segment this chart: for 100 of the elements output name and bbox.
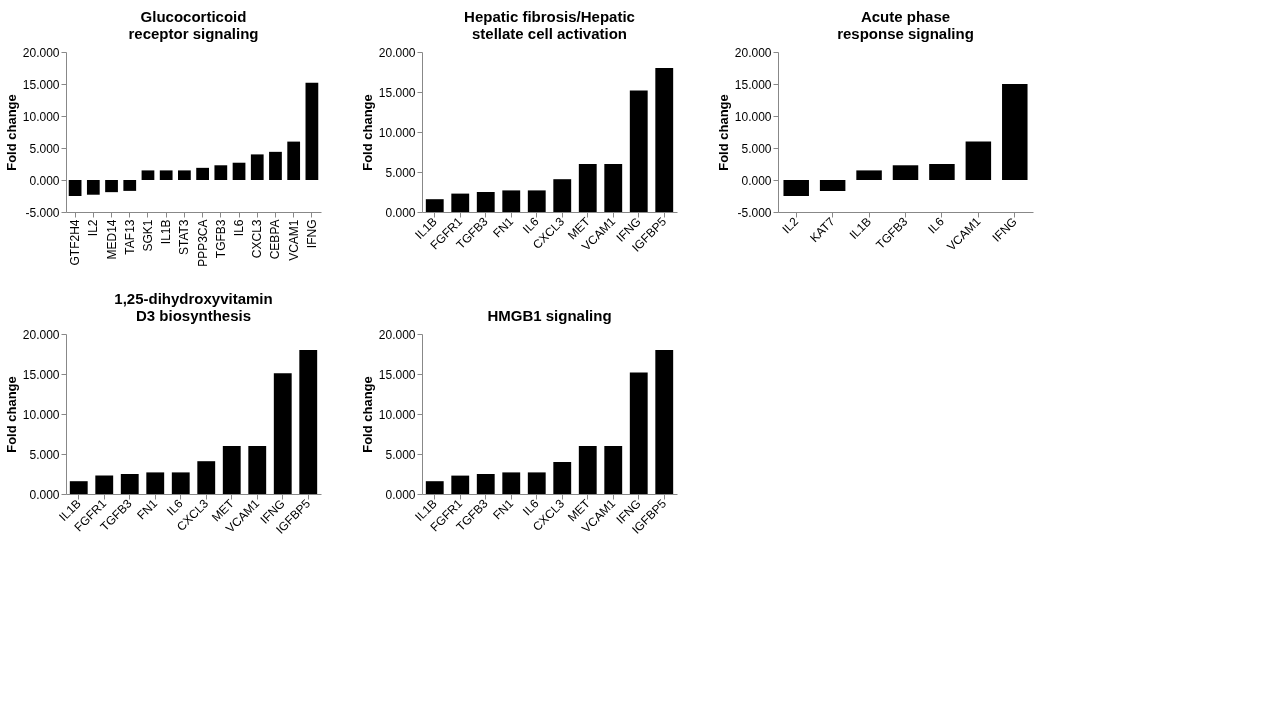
chart-title: 1,25-dihydroxyvitamin D3 biosynthesis bbox=[114, 290, 273, 324]
x-tick-label: TAF13 bbox=[122, 219, 137, 255]
bar bbox=[856, 170, 882, 180]
bar bbox=[965, 141, 992, 180]
bar bbox=[273, 373, 292, 494]
bar bbox=[553, 462, 572, 494]
y-tick-label: 10.000 bbox=[22, 407, 60, 422]
bar bbox=[553, 179, 572, 212]
bar bbox=[476, 474, 495, 494]
y-tick-label: -5.000 bbox=[737, 205, 772, 220]
y-tick-label: 5.000 bbox=[385, 447, 416, 462]
y-tick-label: 0.000 bbox=[29, 173, 60, 188]
bar bbox=[197, 461, 216, 494]
x-tick-label: IL6 bbox=[232, 219, 247, 237]
bar bbox=[299, 350, 318, 494]
y-tick-label: 20.000 bbox=[378, 45, 416, 60]
y-tick-label: 20.000 bbox=[22, 327, 60, 342]
bar bbox=[502, 472, 521, 494]
bar bbox=[819, 180, 846, 191]
x-tick-label: VCAM1 bbox=[286, 219, 301, 261]
bar bbox=[159, 170, 173, 180]
x-tick-label: CXCL3 bbox=[250, 219, 265, 259]
y-tick-label: 15.000 bbox=[22, 367, 60, 382]
y-tick-label: 10.000 bbox=[22, 109, 60, 124]
bar bbox=[120, 474, 139, 494]
y-tick-label: 5.000 bbox=[385, 165, 416, 180]
bar bbox=[451, 193, 470, 212]
bar bbox=[287, 141, 301, 180]
y-tick-label: 10.000 bbox=[378, 407, 416, 422]
x-tick-label: TGFB3 bbox=[213, 219, 228, 259]
y-tick-label: 10.000 bbox=[734, 109, 772, 124]
x-tick-label: GTF2H4 bbox=[68, 219, 83, 266]
y-axis-title: Fold change bbox=[359, 94, 375, 171]
y-tick-label: 20.000 bbox=[378, 327, 416, 342]
bar bbox=[222, 446, 241, 494]
y-tick-label: 0.000 bbox=[385, 487, 416, 502]
x-tick-label: SGK1 bbox=[140, 219, 155, 252]
y-tick-label: 15.000 bbox=[22, 77, 60, 92]
y-tick-label: 0.000 bbox=[29, 487, 60, 502]
x-tick-label: IFNG bbox=[304, 219, 319, 249]
bar bbox=[578, 164, 597, 212]
bar bbox=[123, 180, 137, 191]
x-tick-label: FN1 bbox=[134, 496, 161, 523]
bar bbox=[425, 199, 444, 212]
bar bbox=[783, 180, 809, 196]
y-axis-title: Fold change bbox=[3, 94, 19, 171]
y-tick-label: 0.000 bbox=[385, 205, 416, 220]
bar bbox=[629, 372, 648, 494]
y-tick-label: 10.000 bbox=[378, 125, 416, 140]
y-tick-label: 15.000 bbox=[378, 367, 416, 382]
bar bbox=[527, 190, 546, 212]
bar bbox=[425, 481, 444, 494]
x-tick-label: IL6 bbox=[925, 214, 948, 237]
bar bbox=[655, 350, 674, 494]
y-tick-label: 20.000 bbox=[734, 45, 772, 60]
bar bbox=[578, 446, 597, 494]
bar bbox=[629, 90, 648, 212]
bar bbox=[451, 475, 470, 494]
x-tick-label: MED14 bbox=[104, 219, 119, 260]
x-tick-label: IL2 bbox=[86, 219, 101, 237]
bar bbox=[476, 192, 495, 212]
x-tick-label: FN1 bbox=[490, 496, 517, 523]
x-tick-label: PPP3CA bbox=[195, 219, 210, 267]
y-tick-label: 5.000 bbox=[29, 447, 60, 462]
bar bbox=[95, 475, 114, 494]
bar bbox=[527, 472, 546, 494]
chart-title: Glucocorticoid receptor signaling bbox=[128, 8, 259, 42]
bar bbox=[305, 82, 319, 180]
x-tick-label: IL1B bbox=[159, 219, 174, 245]
bar bbox=[105, 180, 118, 193]
chart-title: Hepatic fibrosis/Hepatic stellate cell activation bbox=[464, 8, 635, 42]
bar bbox=[214, 165, 228, 180]
bar bbox=[929, 164, 955, 180]
y-tick-label: -5.000 bbox=[25, 205, 60, 220]
x-tick-label: FN1 bbox=[490, 214, 517, 241]
chart-title: Acute phase response signaling bbox=[837, 8, 974, 42]
bar bbox=[141, 170, 155, 180]
bar bbox=[68, 180, 82, 196]
bar bbox=[196, 167, 209, 180]
y-tick-label: 20.000 bbox=[22, 45, 60, 60]
bar bbox=[655, 68, 674, 212]
bar bbox=[604, 164, 623, 212]
bar bbox=[86, 180, 100, 195]
y-tick-label: 15.000 bbox=[734, 77, 772, 92]
x-tick-label: IL2 bbox=[779, 214, 802, 237]
x-tick-label: STAT3 bbox=[177, 219, 192, 256]
bar bbox=[269, 151, 282, 180]
bar bbox=[178, 170, 191, 180]
chart-title: HMGB1 signaling bbox=[487, 307, 612, 324]
y-axis-title: Fold change bbox=[359, 376, 375, 453]
bar bbox=[171, 472, 190, 494]
y-axis-title: Fold change bbox=[3, 376, 19, 453]
bar bbox=[248, 446, 267, 494]
x-tick-label: CEBPA bbox=[268, 219, 283, 260]
bar bbox=[1002, 84, 1028, 180]
bar bbox=[502, 190, 521, 212]
y-axis-title: Fold change bbox=[715, 94, 731, 171]
bar bbox=[250, 154, 264, 180]
y-tick-label: 5.000 bbox=[29, 141, 60, 156]
bar bbox=[604, 446, 623, 494]
